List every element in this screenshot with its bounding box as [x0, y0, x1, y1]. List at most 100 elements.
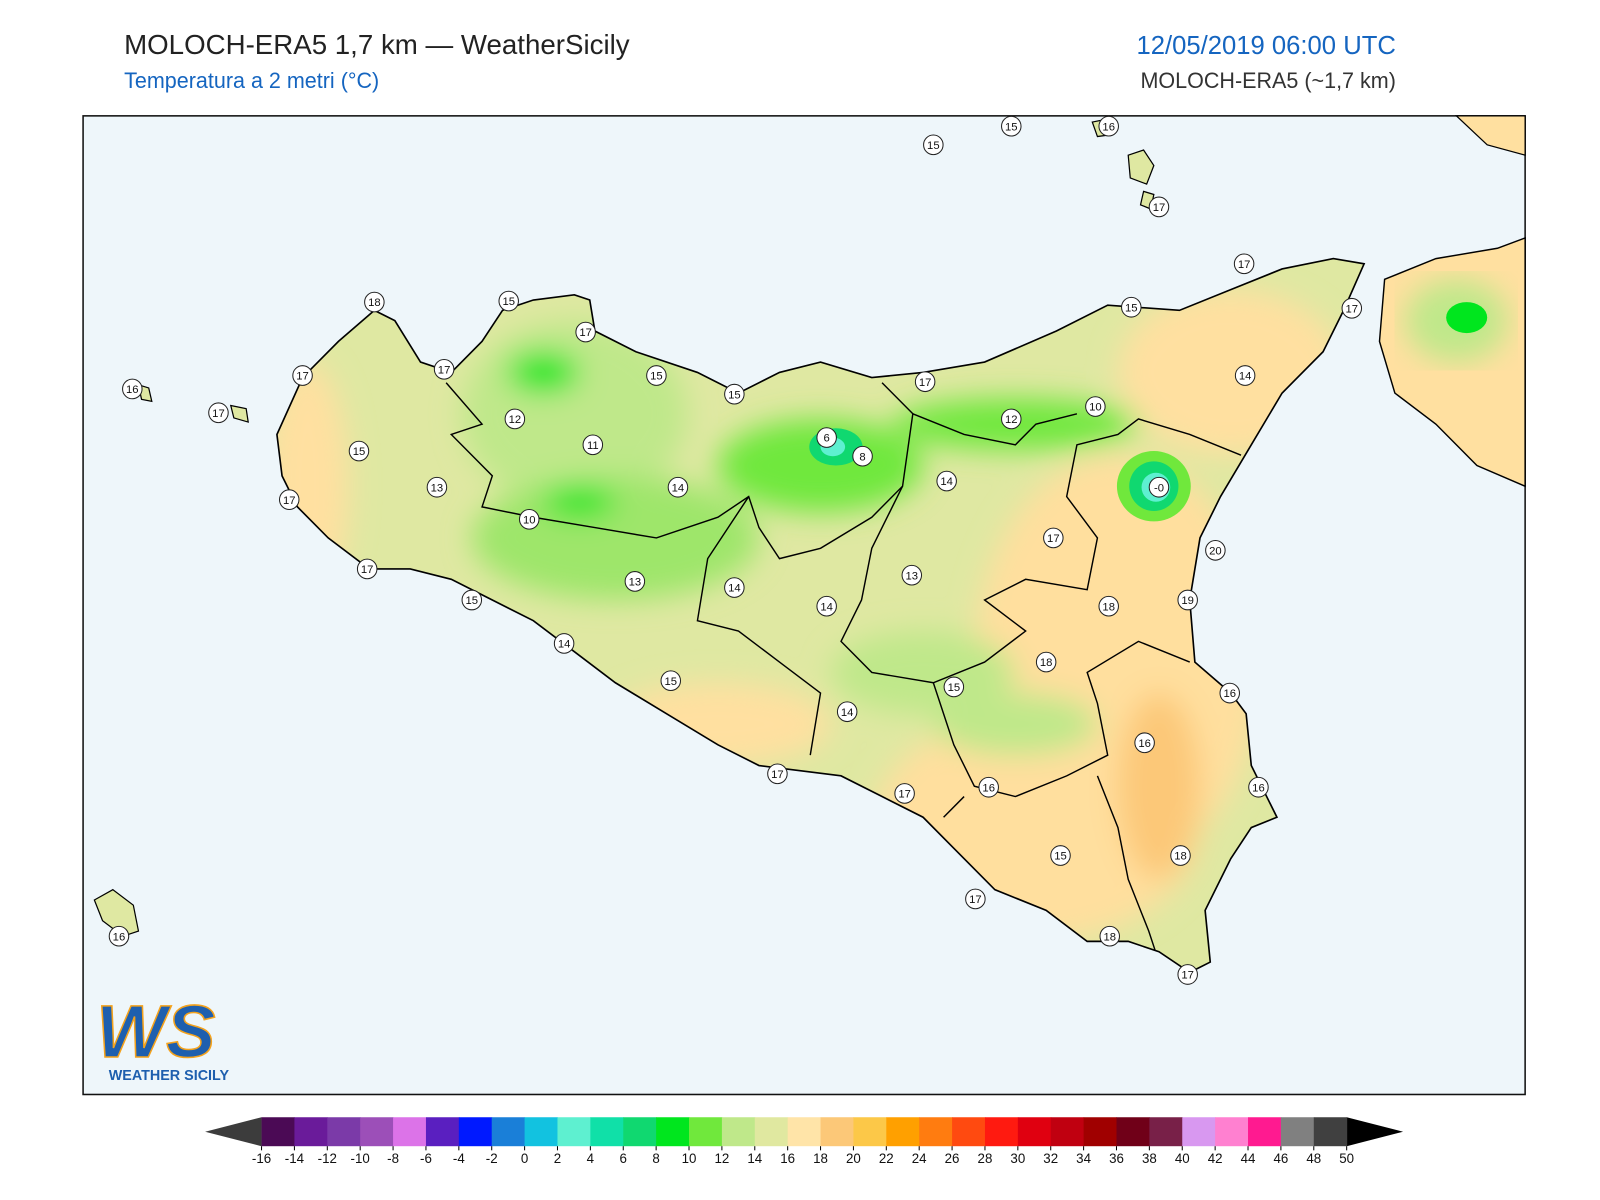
station-value: 17	[1047, 533, 1060, 545]
station-marker	[1177, 964, 1198, 985]
station-marker	[914, 371, 936, 393]
colorbar-swatch	[590, 1117, 624, 1147]
colorbar-swatch	[294, 1117, 328, 1147]
station-marker	[1170, 845, 1191, 866]
station-value: 17	[1346, 303, 1359, 315]
station-marker	[1085, 396, 1106, 417]
station-value: 17	[969, 894, 982, 906]
station-marker	[894, 783, 915, 804]
colorbar-tick-label: 38	[1142, 1151, 1157, 1166]
colorbar-swatch	[1116, 1117, 1150, 1147]
station-marker	[724, 577, 745, 598]
colorbar-tick-label: 14	[747, 1151, 762, 1166]
station-value: 17	[1181, 970, 1194, 982]
colorbar-swatch	[557, 1117, 591, 1147]
colorbar-swatch	[1017, 1117, 1052, 1147]
logo-name: WEATHER SICILY	[109, 1068, 230, 1084]
station-value: 16	[1138, 738, 1151, 750]
station-value: 10	[523, 514, 536, 526]
colorbar-swatch	[1050, 1117, 1085, 1147]
colorbar-tick-label: 30	[1010, 1151, 1025, 1166]
colorbar-tick-label: 42	[1208, 1151, 1223, 1166]
station-marker	[667, 476, 689, 498]
colorbar-swatch	[360, 1117, 394, 1147]
logo: WS WEATHER SICILY	[96, 989, 230, 1084]
station-value: 10	[1089, 402, 1102, 414]
station-marker	[816, 427, 837, 448]
station-marker	[624, 571, 646, 592]
colorbar-tick-label: 46	[1273, 1151, 1288, 1166]
station-marker	[1001, 408, 1022, 430]
station-marker	[1050, 845, 1071, 866]
station-value: 17	[361, 564, 374, 576]
model-label: MOLOCH-ERA5 (~1,7 km)	[1140, 68, 1395, 93]
station-value: 13	[629, 576, 642, 588]
station-marker	[943, 676, 965, 698]
station-value: 16	[1102, 121, 1115, 133]
colorbar-swatch	[1149, 1117, 1183, 1147]
station-marker	[767, 763, 788, 785]
station-value: 14	[728, 583, 741, 595]
station-value: 14	[1239, 371, 1252, 383]
station-marker	[1035, 651, 1057, 673]
station-marker	[498, 290, 519, 312]
station-marker	[978, 776, 999, 798]
station-marker	[426, 476, 448, 498]
station-marker	[936, 470, 957, 492]
station-value: 15	[466, 595, 479, 607]
station-value: 14	[672, 482, 685, 494]
station-marker	[1001, 115, 1022, 137]
colorbar-tick-label: 34	[1076, 1151, 1091, 1166]
logo-letters: WS	[96, 990, 215, 1073]
station-value: 20	[1209, 545, 1222, 557]
colorbar-swatch	[1182, 1117, 1216, 1147]
colorbar-tick-label: -16	[252, 1151, 271, 1166]
station-marker	[1148, 476, 1170, 498]
colorbar-tick-label: 40	[1175, 1151, 1190, 1166]
station-value: 13	[906, 570, 919, 582]
colorbar-tick-label: 44	[1241, 1151, 1256, 1166]
colorbar-tick-label: 26	[945, 1151, 960, 1166]
colorbar-tick-label: -12	[318, 1151, 337, 1166]
colorbar-tick-label: 28	[978, 1151, 993, 1166]
station-value: 16	[1252, 782, 1265, 794]
station-value: 17	[919, 377, 932, 389]
station-marker	[364, 291, 385, 313]
colorbar-swatch	[656, 1117, 690, 1147]
colorbar-swatch	[952, 1117, 986, 1147]
station-value: 15	[728, 389, 741, 401]
station-marker	[278, 489, 300, 511]
station-value: 17	[771, 769, 784, 781]
colorbar-swatch	[458, 1117, 493, 1147]
colorbar-tick-label: -2	[486, 1151, 498, 1166]
station-value: 14	[558, 639, 571, 651]
station-value: 11	[587, 440, 599, 452]
colorbar-tick-label: 4	[587, 1151, 595, 1166]
colorbar-tick-label: -6	[420, 1151, 432, 1166]
station-marker	[504, 408, 526, 430]
colorbar-swatch	[721, 1117, 756, 1147]
station-marker	[836, 701, 858, 723]
colorbar-tick-label: -14	[285, 1151, 305, 1166]
colorbar-tick-label: 48	[1306, 1151, 1321, 1166]
station-labels: 15 15 16 17 17 17 15 14 18 15 17 17 17 16 17 15 15 17 12 11…	[108, 115, 1363, 985]
colorbar-tick-label: 24	[912, 1151, 927, 1166]
station-marker	[461, 589, 483, 611]
station-value: 19	[1181, 595, 1194, 607]
colorbar-swatch	[689, 1117, 723, 1147]
station-marker	[1205, 540, 1226, 561]
colorbar-swatch	[1313, 1117, 1348, 1147]
colorbar-tick-label: 2	[554, 1151, 561, 1166]
station-value: 15	[353, 446, 366, 458]
station-marker	[1148, 196, 1170, 218]
station-marker	[965, 888, 986, 910]
station-marker	[660, 670, 682, 692]
station-marker	[852, 445, 873, 467]
station-value: -0	[1154, 482, 1164, 494]
station-value: 14	[940, 476, 953, 488]
station-value: 8	[859, 451, 865, 463]
station-value: 18	[1102, 601, 1115, 613]
colorbar-swatch	[623, 1117, 657, 1147]
calabria-coast	[1378, 236, 1526, 488]
